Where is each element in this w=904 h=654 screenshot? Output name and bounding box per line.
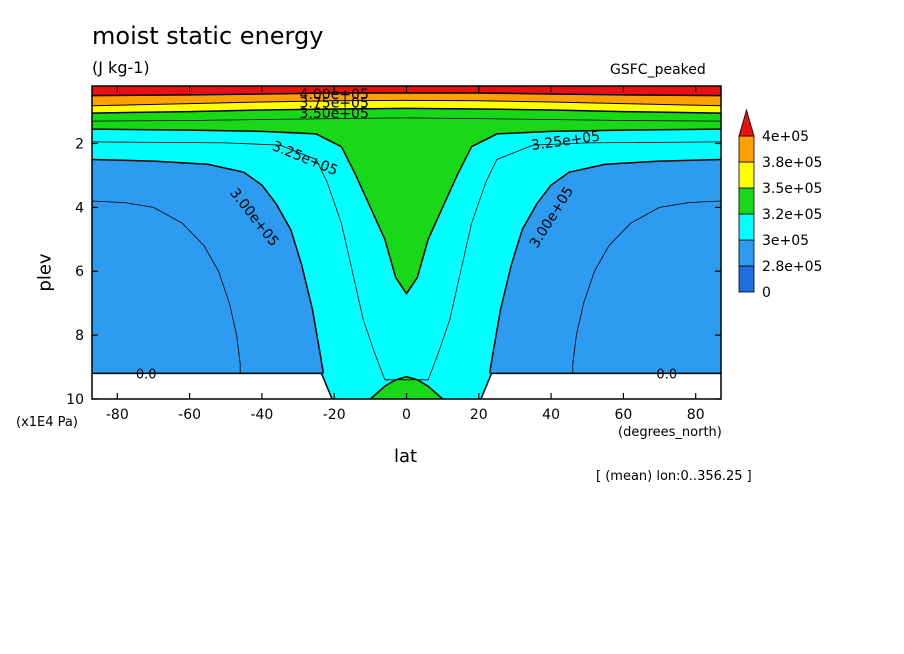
contour-label: 3.75e+05: [300, 96, 369, 112]
model-label: GSFC_peaked: [610, 62, 706, 78]
contour-2.90e5-right: [572, 200, 721, 374]
colorbar: 0 2.8e+05 3e+05 3.2e+05 3.5e+05 3.8e+05 4e+05: [738, 108, 822, 301]
x-tick-label: 0: [402, 407, 411, 423]
band-green: [92, 86, 721, 294]
contour-lines: [92, 92, 721, 399]
contour-4.00e5: [92, 92, 721, 97]
y-tick-label: 2: [75, 136, 84, 152]
colorbar-label: 2.8e+05: [762, 259, 822, 275]
contour-3.50e5: [92, 107, 721, 114]
contour-label: 4.00e+05: [300, 87, 369, 103]
y-tick-label: 10: [66, 392, 84, 408]
contour-3.25e5-surface: [369, 375, 444, 399]
x-tick-label: 60: [614, 407, 632, 423]
contour-2.90e5-left: [92, 200, 241, 374]
contour-3.25e5: [92, 128, 721, 295]
band-green-surface: [370, 376, 443, 399]
x-tick-label: 40: [542, 407, 560, 423]
y-unit-label: (x1E4 Pa): [16, 415, 78, 430]
y-tick-label: 4: [75, 200, 84, 216]
colorbar-label: 3.5e+05: [762, 181, 822, 197]
contour-3.40e5: [92, 117, 721, 122]
mean-subtitle: [ (mean) lon:0..356.25 ]: [596, 469, 752, 484]
x-tick-label: -80: [106, 407, 129, 423]
x-axis-label: lat: [394, 446, 418, 467]
colorbar-label: 4e+05: [762, 129, 809, 145]
x-axis-ticks: -80 -60 -40 -20 0 20 40 60 80: [106, 86, 705, 423]
surface-edge-right: [480, 372, 721, 399]
missing-marker: 0.0: [656, 367, 677, 382]
contour-label: 3.50e+05: [300, 106, 369, 122]
missing-left: [92, 373, 333, 399]
band-blue-right: [489, 159, 721, 374]
colorbar-swatch: [738, 187, 755, 215]
colorbar-label: 0: [762, 285, 771, 301]
colorbar-swatch: [738, 161, 755, 189]
y-tick-label: 6: [75, 264, 84, 280]
contour-fills: [92, 86, 721, 399]
colorbar-label: 3.8e+05: [762, 155, 822, 171]
chart-title: moist static energy: [92, 22, 324, 50]
contour-3.00e5-right: [488, 158, 721, 374]
contour-3.12e5: [92, 141, 721, 381]
contour-3.00e5-left: [92, 158, 325, 374]
y-tick-label: 8: [75, 328, 84, 344]
colorbar-label: 3.2e+05: [762, 207, 822, 223]
colorbar-swatch: [738, 135, 755, 163]
surface-edge-left: [92, 372, 333, 399]
colorbar-extend-arrow: [738, 108, 755, 137]
x-tick-label: -20: [323, 407, 346, 423]
chart-units: (J kg-1): [92, 58, 150, 77]
contour-3.75e5: [92, 99, 721, 107]
x-tick-label: 20: [470, 407, 488, 423]
x-unit-label: (degrees_north): [618, 425, 722, 440]
x-tick-label: -40: [250, 407, 273, 423]
colorbar-swatch: [738, 265, 755, 293]
colorbar-swatch: [738, 239, 755, 267]
colorbar-swatch: [738, 213, 755, 241]
x-tick-label: -60: [178, 407, 201, 423]
y-axis-ticks: 2 4 6 8 10: [66, 136, 721, 408]
band-blue-left: [92, 159, 324, 374]
missing-marker: 0.0: [136, 367, 157, 382]
missing-right: [480, 373, 721, 399]
colorbar-label: 3e+05: [762, 233, 809, 249]
x-tick-label: 80: [687, 407, 705, 423]
